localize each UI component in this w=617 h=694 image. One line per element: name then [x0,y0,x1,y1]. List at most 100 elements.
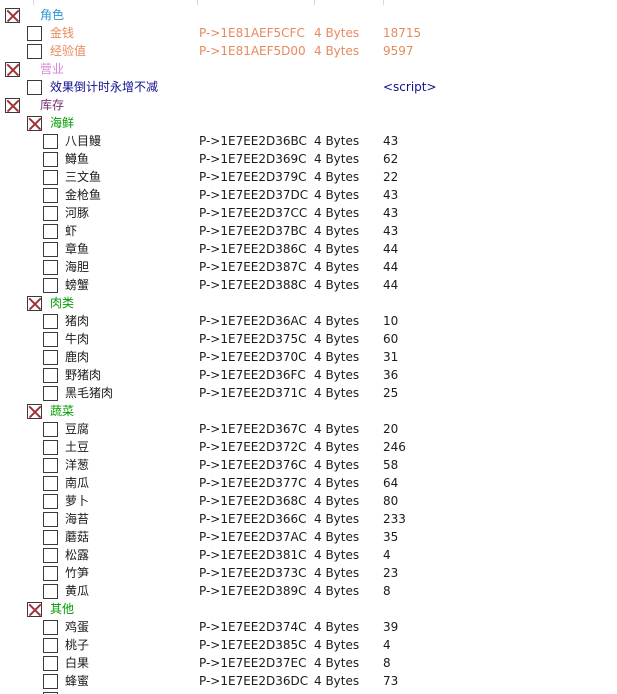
active-checkbox[interactable] [43,188,58,203]
active-checkbox[interactable] [43,530,58,545]
active-checkbox[interactable] [43,224,58,239]
active-checkbox[interactable] [43,548,58,563]
type-cell[interactable]: 4 Bytes [314,44,360,58]
description-cell[interactable]: 鹿肉 [65,350,90,364]
description-cell[interactable]: 角色 [40,8,65,22]
description-cell[interactable]: 其他 [50,602,75,616]
type-cell[interactable]: 4 Bytes [314,620,360,634]
active-checkbox[interactable] [43,656,58,671]
description-cell[interactable]: 八目鳗 [65,134,102,148]
active-checkbox[interactable] [43,494,58,509]
value-cell[interactable]: <script> [383,80,437,94]
type-cell[interactable]: 4 Bytes [314,476,360,490]
active-checkbox[interactable] [27,116,42,131]
description-cell[interactable]: 海苔 [65,512,90,526]
value-cell[interactable]: 246 [383,440,406,454]
description-cell[interactable]: 松露 [65,548,90,562]
description-cell[interactable]: 南瓜 [65,476,90,490]
type-cell[interactable]: 4 Bytes [314,458,360,472]
description-cell[interactable]: 野猪肉 [65,368,102,382]
active-checkbox[interactable] [27,80,42,95]
value-cell[interactable]: 43 [383,134,399,148]
active-checkbox[interactable] [43,260,58,275]
type-cell[interactable]: 4 Bytes [314,566,360,580]
active-checkbox[interactable] [43,368,58,383]
value-cell[interactable]: 44 [383,260,399,274]
type-cell[interactable]: 4 Bytes [314,584,360,598]
type-cell[interactable]: 4 Bytes [314,422,360,436]
address-cell[interactable]: P->1E7EE2D377C [199,476,307,490]
type-cell[interactable]: 4 Bytes [314,386,360,400]
type-cell[interactable]: 4 Bytes [314,170,360,184]
address-cell[interactable]: P->1E7EE2D36BC [199,134,307,148]
value-cell[interactable]: 9597 [383,44,414,58]
value-cell[interactable]: 10 [383,314,399,328]
description-cell[interactable]: 营业 [40,62,65,76]
value-cell[interactable]: 43 [383,188,399,202]
address-cell[interactable]: P->1E7EE2D370C [199,350,307,364]
active-checkbox[interactable] [27,44,42,59]
active-checkbox[interactable] [43,314,58,329]
address-cell[interactable]: P->1E7EE2D374C [199,620,307,634]
type-cell[interactable]: 4 Bytes [314,260,360,274]
type-cell[interactable]: 4 Bytes [314,242,360,256]
description-cell[interactable]: 鸡蛋 [65,620,90,634]
active-checkbox[interactable] [27,602,42,617]
value-cell[interactable]: 20 [383,422,399,436]
address-cell[interactable]: P->1E7EE2D36DC [199,674,309,688]
active-checkbox[interactable] [43,638,58,653]
description-cell[interactable]: 蔬菜 [50,404,75,418]
description-cell[interactable]: 肉类 [50,296,75,310]
value-cell[interactable]: 4 [383,548,391,562]
description-cell[interactable]: 牛肉 [65,332,90,346]
address-cell[interactable]: P->1E7EE2D366C [199,512,307,526]
description-cell[interactable]: 螃蟹 [65,278,90,292]
address-cell[interactable]: P->1E7EE2D37AC [199,530,307,544]
description-cell[interactable]: 竹笋 [65,566,90,580]
value-cell[interactable]: 31 [383,350,399,364]
description-cell[interactable]: 海胆 [65,260,90,274]
active-checkbox[interactable] [43,422,58,437]
address-cell[interactable]: P->1E7EE2D381C [199,548,307,562]
description-cell[interactable]: 蜂蜜 [65,674,90,688]
description-cell[interactable]: 虾 [65,224,78,238]
value-cell[interactable]: 22 [383,170,399,184]
active-checkbox[interactable] [43,350,58,365]
description-cell[interactable]: 效果倒计时永增不减 [50,80,159,94]
type-cell[interactable]: 4 Bytes [314,674,360,688]
description-cell[interactable]: 库存 [40,98,65,112]
type-cell[interactable]: 4 Bytes [314,26,360,40]
address-cell[interactable]: P->1E7EE2D36FC [199,368,306,382]
value-cell[interactable]: 18715 [383,26,422,40]
description-cell[interactable]: 河豚 [65,206,90,220]
address-cell[interactable]: P->1E7EE2D388C [199,278,307,292]
value-cell[interactable]: 58 [383,458,399,472]
address-cell[interactable]: P->1E7EE2D375C [199,332,307,346]
description-cell[interactable]: 桃子 [65,638,90,652]
active-checkbox[interactable] [43,134,58,149]
address-cell[interactable]: P->1E7EE2D386C [199,242,307,256]
address-cell[interactable]: P->1E7EE2D389C [199,584,307,598]
address-cell[interactable]: P->1E7EE2D368C [199,494,307,508]
address-cell[interactable]: P->1E7EE2D37CC [199,206,308,220]
description-cell[interactable]: 海鲜 [50,116,75,130]
address-cell[interactable]: P->1E7EE2D373C [199,566,307,580]
active-checkbox[interactable] [43,674,58,689]
address-cell[interactable]: P->1E7EE2D37DC [199,188,309,202]
description-cell[interactable]: 经验值 [50,44,87,58]
type-cell[interactable]: 4 Bytes [314,548,360,562]
active-checkbox[interactable] [43,386,58,401]
type-cell[interactable]: 4 Bytes [314,278,360,292]
type-cell[interactable]: 4 Bytes [314,350,360,364]
address-cell[interactable]: P->1E81AEF5D00 [199,44,306,58]
active-checkbox[interactable] [43,476,58,491]
type-cell[interactable]: 4 Bytes [314,638,360,652]
type-cell[interactable]: 4 Bytes [314,206,360,220]
description-cell[interactable]: 三文鱼 [65,170,102,184]
address-cell[interactable]: P->1E7EE2D372C [199,440,307,454]
address-cell[interactable]: P->1E7EE2D371C [199,386,307,400]
value-cell[interactable]: 23 [383,566,399,580]
type-cell[interactable]: 4 Bytes [314,530,360,544]
address-cell[interactable]: P->1E7EE2D36AC [199,314,307,328]
value-cell[interactable]: 8 [383,656,391,670]
